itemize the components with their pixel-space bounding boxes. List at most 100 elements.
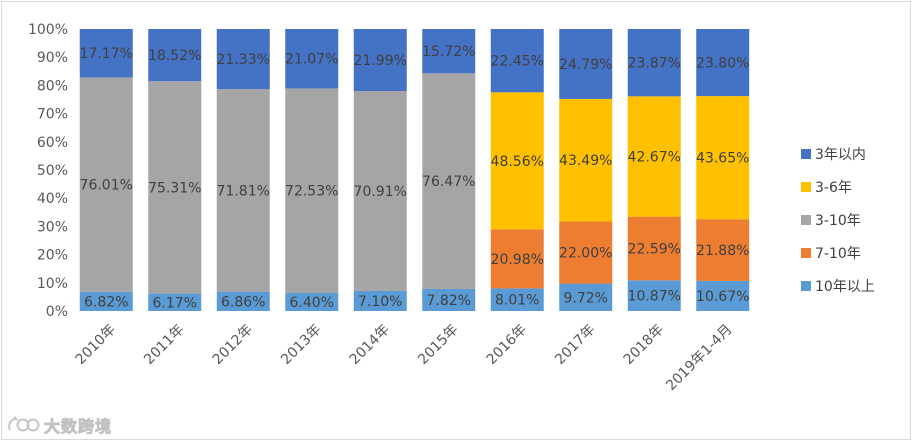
bar-segment	[353, 29, 407, 92]
data-label: 20.98%	[491, 252, 544, 268]
data-label: 22.00%	[559, 246, 612, 262]
y-tick-label: 60%	[37, 135, 68, 151]
bar-segment	[559, 98, 613, 222]
y-tick-label: 80%	[37, 78, 68, 94]
legend-swatch	[801, 281, 811, 291]
bar-segment	[216, 89, 270, 292]
bar-segment	[148, 293, 202, 311]
data-label: 6.86%	[221, 294, 265, 310]
bar-segment	[285, 88, 339, 293]
data-label: 10.67%	[696, 289, 749, 305]
data-label: 70.91%	[354, 184, 407, 200]
legend-label: 7-10年	[815, 246, 861, 262]
x-tick-label: 2016年	[484, 322, 530, 368]
data-label: 71.81%	[217, 183, 270, 199]
data-label: 48.56%	[491, 154, 544, 170]
x-tick-label: 2014年	[347, 322, 393, 368]
legend-swatch	[801, 248, 811, 258]
bar-segment	[353, 290, 407, 311]
x-tick-label: 2018年	[621, 322, 667, 368]
data-label: 75.31%	[148, 180, 201, 196]
data-label: 7.10%	[358, 294, 402, 310]
data-label: 23.80%	[696, 56, 749, 72]
watermark-logo-icon	[8, 416, 40, 432]
data-label: 6.17%	[153, 295, 197, 311]
data-label: 9.72%	[564, 290, 608, 306]
bar-segment	[148, 29, 202, 82]
legend-label: 10年以上	[815, 279, 875, 295]
y-tick-label: 10%	[37, 276, 68, 292]
data-label: 18.52%	[148, 48, 201, 64]
bar-segment	[627, 29, 681, 97]
y-tick-label: 50%	[37, 163, 68, 179]
bar-segment	[490, 229, 544, 289]
data-label: 72.53%	[285, 184, 338, 200]
bar-segment	[422, 288, 476, 311]
bar-segment	[490, 29, 544, 93]
data-label: 42.67%	[628, 149, 681, 165]
bar-segment	[559, 283, 613, 311]
bar-segment	[353, 91, 407, 291]
bar-segment	[627, 280, 681, 311]
legend-swatch	[801, 149, 811, 159]
legend-label: 3年以内	[815, 147, 866, 163]
data-label: 23.87%	[628, 56, 681, 72]
data-label: 43.49%	[559, 153, 612, 169]
x-tick-label: 2012年	[210, 322, 256, 368]
bar-segment	[696, 29, 750, 97]
bar-segment	[627, 96, 681, 217]
bars	[79, 29, 750, 311]
y-tick-label: 40%	[37, 191, 68, 207]
bar-segment	[79, 77, 133, 292]
bar-segment	[148, 81, 202, 294]
x-tick-label: 2013年	[278, 322, 324, 368]
data-label: 22.59%	[628, 241, 681, 257]
data-label: 21.07%	[285, 52, 338, 68]
legend-label: 3-10年	[815, 213, 861, 229]
watermark: 大数跨境	[6, 412, 112, 438]
data-label: 76.01%	[80, 178, 133, 194]
bar-segment	[285, 292, 339, 311]
bar-segment	[422, 29, 476, 74]
data-label: 6.82%	[84, 294, 128, 310]
bar-segment	[79, 29, 133, 78]
y-tick-label: 70%	[37, 107, 68, 123]
bar-segment	[559, 29, 613, 99]
data-label: 21.33%	[217, 52, 270, 68]
y-tick-label: 90%	[37, 50, 68, 66]
bar-segment	[216, 29, 270, 90]
data-labels: 6.82% 76.01% 17.17% 6.17% 75.31% 18.52% 6.86% 7…	[80, 44, 750, 311]
data-label: 43.65%	[696, 151, 749, 167]
bar-segment	[627, 216, 681, 281]
data-label: 22.45%	[491, 54, 544, 70]
bar-segment	[696, 96, 750, 220]
watermark-text: 大数跨境	[44, 417, 113, 437]
bar-segment	[490, 92, 544, 230]
legend-swatch	[801, 215, 811, 225]
y-tick-label: 100%	[28, 22, 68, 38]
bar-segment	[696, 219, 750, 281]
x-tick-label: 2015年	[415, 322, 461, 368]
data-label: 17.17%	[80, 46, 133, 62]
data-label: 21.88%	[696, 243, 749, 259]
bar-segment	[490, 288, 544, 311]
legend-label: 3-6年	[815, 180, 852, 196]
bar-segment	[285, 29, 339, 89]
y-tick-label: 20%	[37, 248, 68, 264]
data-label: 8.01%	[495, 293, 539, 309]
legend-swatch	[801, 182, 811, 192]
data-label: 76.47%	[422, 174, 475, 190]
y-tick-label: 0%	[46, 304, 68, 320]
bar-segment	[422, 73, 476, 289]
data-label: 7.82%	[427, 293, 471, 309]
data-label: 6.40%	[290, 295, 334, 311]
x-axis: 2010年 2011年 2012年 2013年 2014年 2015年 2016年 2017年…	[73, 322, 736, 394]
y-tick-label: 30%	[37, 219, 68, 235]
bar-segment	[559, 221, 613, 284]
x-tick-label: 2011年	[141, 322, 187, 368]
data-label: 10.87%	[628, 289, 681, 305]
y-axis: 0% 10% 20% 30% 40% 50% 60% 70% 80% 90% 100%	[28, 22, 68, 320]
x-tick-label: 2019年1-4月	[663, 322, 735, 394]
data-label: 24.79%	[559, 57, 612, 73]
